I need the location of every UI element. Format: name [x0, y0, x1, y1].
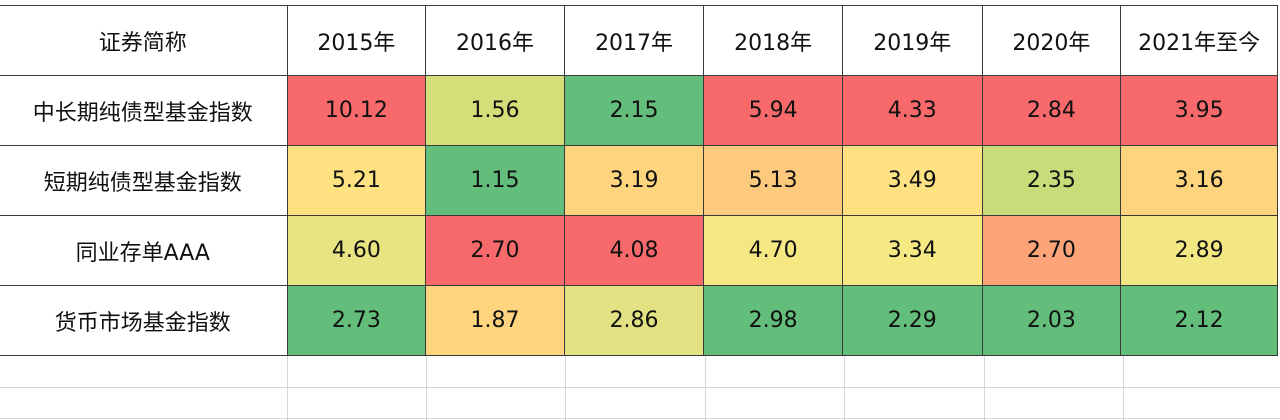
heat-cell[interactable]: 10.12	[286, 75, 427, 146]
heatmap-table-body: 证券简称 2015年 2016年 2017年 2018年 2019年 2020年 2021年至…	[0, 5, 1278, 356]
heat-cell[interactable]: 2.15	[563, 75, 705, 146]
gridline-vertical	[984, 356, 985, 420]
row-label-cell[interactable]: 短期纯债型基金指数	[0, 145, 288, 216]
heat-cell[interactable]: 3.95	[1120, 75, 1278, 146]
column-header-cell[interactable]: 2016年	[425, 5, 565, 76]
column-header-cell[interactable]: 2015年	[286, 5, 427, 76]
heat-cell[interactable]: 3.34	[841, 215, 983, 286]
heat-cell[interactable]: 2.12	[1120, 285, 1278, 356]
gridline-vertical	[705, 356, 706, 420]
heat-cell[interactable]: 2.98	[703, 285, 843, 356]
heat-cell[interactable]: 4.60	[286, 215, 427, 286]
heat-cell[interactable]: 2.70	[425, 215, 565, 286]
header-row: 证券简称 2015年 2016年 2017年 2018年 2019年 2020年 2021年至…	[0, 5, 1278, 76]
row-label-cell[interactable]: 同业存单AAA	[0, 215, 288, 286]
heatmap-table: 证券简称 2015年 2016年 2017年 2018年 2019年 2020年 2021年至…	[0, 5, 1278, 356]
gridline-horizontal	[0, 418, 1280, 419]
heat-cell[interactable]: 5.13	[703, 145, 843, 216]
heat-cell[interactable]: 4.70	[703, 215, 843, 286]
heat-cell[interactable]: 3.49	[841, 145, 983, 216]
heat-cell[interactable]: 2.35	[981, 145, 1122, 216]
table-row: 货币市场基金指数 2.73 1.87 2.86 2.98 2.29 2.03 2.12	[0, 285, 1278, 356]
heat-cell[interactable]: 2.73	[286, 285, 427, 356]
gridline-vertical	[1123, 356, 1124, 420]
column-header-cell[interactable]: 2020年	[981, 5, 1122, 76]
heat-cell[interactable]: 2.89	[1120, 215, 1278, 286]
gridline-vertical	[844, 356, 845, 420]
corner-header-cell[interactable]: 证券简称	[0, 5, 288, 76]
heat-cell[interactable]: 5.21	[286, 145, 427, 216]
row-label-cell[interactable]: 货币市场基金指数	[0, 285, 288, 356]
gridline-horizontal	[0, 387, 1280, 388]
heat-cell[interactable]: 5.94	[703, 75, 843, 146]
gridline-vertical	[565, 356, 566, 420]
heat-cell[interactable]: 2.86	[563, 285, 705, 356]
heat-cell[interactable]: 3.19	[563, 145, 705, 216]
gridline-vertical	[426, 356, 427, 420]
heat-cell[interactable]: 1.15	[425, 145, 565, 216]
heat-cell[interactable]: 2.29	[841, 285, 983, 356]
column-header-cell[interactable]: 2018年	[703, 5, 843, 76]
column-header-cell[interactable]: 2021年至今	[1120, 5, 1278, 76]
heat-cell[interactable]: 3.16	[1120, 145, 1278, 216]
table-row: 短期纯债型基金指数 5.21 1.15 3.19 5.13 3.49 2.35 3.16	[0, 145, 1278, 216]
column-header-cell[interactable]: 2017年	[563, 5, 705, 76]
heat-cell[interactable]: 2.84	[981, 75, 1122, 146]
heat-cell[interactable]: 1.87	[425, 285, 565, 356]
heat-cell[interactable]: 1.56	[425, 75, 565, 146]
table-row: 同业存单AAA 4.60 2.70 4.08 4.70 3.34 2.70 2.89	[0, 215, 1278, 286]
table-row: 中长期纯债型基金指数 10.12 1.56 2.15 5.94 4.33 2.84 3.95	[0, 75, 1278, 146]
heat-cell[interactable]: 4.08	[563, 215, 705, 286]
column-header-cell[interactable]: 2019年	[841, 5, 983, 76]
heat-cell[interactable]: 2.03	[981, 285, 1122, 356]
heat-cell[interactable]: 4.33	[841, 75, 983, 146]
heat-cell[interactable]: 2.70	[981, 215, 1122, 286]
row-label-cell[interactable]: 中长期纯债型基金指数	[0, 75, 288, 146]
gridline-vertical	[287, 356, 288, 420]
